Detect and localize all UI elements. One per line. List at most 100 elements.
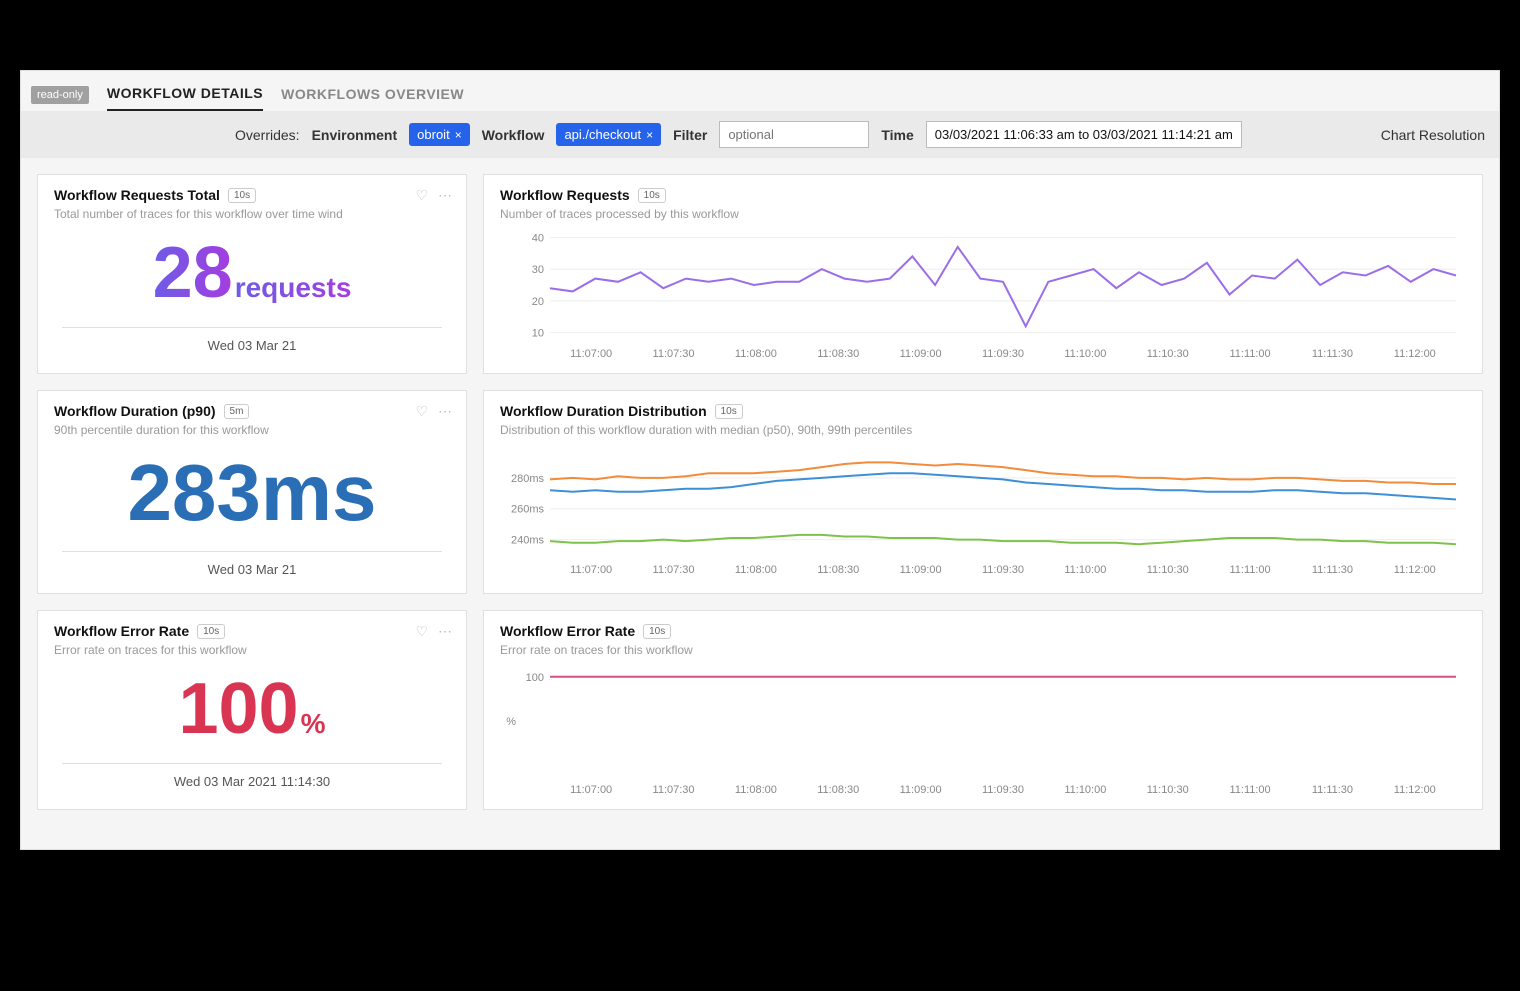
svg-text:11:10:30: 11:10:30: [1147, 348, 1189, 360]
svg-text:11:08:30: 11:08:30: [817, 784, 859, 796]
svg-text:40: 40: [532, 232, 544, 244]
svg-text:100: 100: [526, 672, 544, 684]
overrides-label: Overrides:: [235, 127, 300, 143]
svg-text:10: 10: [532, 328, 544, 340]
card-requests-total: Workflow Requests Total 10s ♡ ⋯ Total nu…: [37, 174, 467, 374]
svg-text:11:07:30: 11:07:30: [653, 348, 695, 360]
svg-text:11:10:00: 11:10:00: [1064, 348, 1106, 360]
svg-text:11:11:00: 11:11:00: [1229, 784, 1270, 796]
svg-text:11:12:00: 11:12:00: [1394, 348, 1436, 360]
env-pill-text: obroit: [417, 127, 450, 142]
svg-text:11:08:00: 11:08:00: [735, 564, 777, 576]
svg-text:11:08:30: 11:08:30: [817, 564, 859, 576]
svg-text:11:10:30: 11:10:30: [1147, 564, 1189, 576]
more-icon[interactable]: ⋯: [438, 623, 452, 640]
time-range[interactable]: 03/03/2021 11:06:33 am to 03/03/2021 11:…: [926, 121, 1242, 148]
stat-unit: ms: [261, 448, 377, 537]
interval-badge: 10s: [643, 624, 671, 639]
svg-text:11:08:30: 11:08:30: [817, 348, 859, 360]
card-error-chart: Workflow Error Rate 10s Error rate on tr…: [483, 610, 1483, 810]
card-subtitle: Distribution of this workflow duration w…: [500, 423, 1466, 437]
card-requests-chart: Workflow Requests 10s Number of traces p…: [483, 174, 1483, 374]
svg-text:11:11:30: 11:11:30: [1312, 348, 1353, 360]
close-icon[interactable]: ×: [455, 128, 462, 142]
tab-workflow-details[interactable]: WORKFLOW DETAILS: [107, 79, 263, 111]
card-error-rate: Workflow Error Rate 10s ♡ ⋯ Error rate o…: [37, 610, 467, 810]
card-subtitle: 90th percentile duration for this workfl…: [54, 423, 450, 437]
card-subtitle: Total number of traces for this workflow…: [54, 207, 450, 221]
bell-icon[interactable]: ♡: [415, 403, 428, 420]
chart-resolution-label[interactable]: Chart Resolution: [1381, 127, 1485, 143]
bell-icon[interactable]: ♡: [415, 187, 428, 204]
svg-text:11:09:30: 11:09:30: [982, 564, 1024, 576]
card-title: Workflow Duration (p90): [54, 403, 216, 419]
svg-text:11:10:30: 11:10:30: [1147, 784, 1189, 796]
env-pill[interactable]: obroit ×: [409, 123, 470, 146]
filter-label: Filter: [673, 127, 707, 143]
card-duration-chart: Workflow Duration Distribution 10s Distr…: [483, 390, 1483, 594]
card-title: Workflow Requests: [500, 187, 630, 203]
stat-value: 100: [178, 669, 298, 749]
svg-text:11:09:00: 11:09:00: [900, 348, 942, 360]
stat-unit: requests: [235, 272, 352, 303]
workflow-label: Workflow: [482, 127, 545, 143]
readonly-badge: read-only: [31, 86, 89, 104]
card-subtitle: Number of traces processed by this workf…: [500, 207, 1466, 221]
svg-text:11:10:00: 11:10:00: [1064, 564, 1106, 576]
bell-icon[interactable]: ♡: [415, 623, 428, 640]
close-icon[interactable]: ×: [646, 128, 653, 142]
svg-text:11:07:00: 11:07:00: [570, 348, 612, 360]
stat-value: 283: [127, 448, 260, 537]
interval-badge: 10s: [197, 624, 225, 639]
app-frame: read-only WORKFLOW DETAILS WORKFLOWS OVE…: [20, 70, 1500, 850]
interval-badge: 10s: [638, 188, 666, 203]
svg-text:11:09:30: 11:09:30: [982, 784, 1024, 796]
error-chart: 100% 11:07:00 11:07:30 11:08:00 11:08:30 11:0…: [500, 657, 1466, 797]
requests-chart: 1020304011:07:0011:07:3011:08:0011:08:30…: [500, 221, 1466, 361]
svg-text:11:08:00: 11:08:00: [735, 348, 777, 360]
tab-workflows-overview[interactable]: WORKFLOWS OVERVIEW: [281, 80, 464, 110]
svg-text:11:11:30: 11:11:30: [1312, 564, 1353, 576]
card-title: Workflow Error Rate: [54, 623, 189, 639]
stat-footer: Wed 03 Mar 21: [54, 552, 450, 581]
svg-text:11:11:00: 11:11:00: [1229, 564, 1270, 576]
svg-text:11:07:00: 11:07:00: [570, 784, 612, 796]
svg-text:11:11:30: 11:11:30: [1312, 784, 1353, 796]
env-label: Environment: [312, 127, 398, 143]
svg-text:11:11:00: 11:11:00: [1229, 348, 1270, 360]
svg-text:11:08:00: 11:08:00: [735, 784, 777, 796]
svg-text:%: %: [506, 716, 516, 728]
duration-chart: 240ms260ms280ms11:07:0011:07:3011:08:001…: [500, 437, 1466, 577]
svg-text:11:09:30: 11:09:30: [982, 348, 1024, 360]
svg-text:11:09:00: 11:09:00: [900, 784, 942, 796]
more-icon[interactable]: ⋯: [438, 187, 452, 204]
card-title: Workflow Error Rate: [500, 623, 635, 639]
card-subtitle: Error rate on traces for this workflow: [500, 643, 1466, 657]
card-title: Workflow Duration Distribution: [500, 403, 707, 419]
overrides-bar: Overrides: Environment obroit × Workflow…: [21, 111, 1499, 158]
svg-text:11:09:00: 11:09:00: [900, 564, 942, 576]
filter-input[interactable]: [719, 121, 869, 148]
workflow-pill[interactable]: api./checkout ×: [556, 123, 661, 146]
time-label: Time: [881, 127, 913, 143]
svg-text:11:10:00: 11:10:00: [1064, 784, 1106, 796]
card-subtitle: Error rate on traces for this workflow: [54, 643, 450, 657]
svg-text:20: 20: [532, 296, 544, 308]
svg-text:11:07:30: 11:07:30: [653, 784, 695, 796]
dashboard-grid: Workflow Requests Total 10s ♡ ⋯ Total nu…: [21, 158, 1499, 826]
stat-unit: %: [301, 708, 326, 739]
card-duration-p90: Workflow Duration (p90) 5m ♡ ⋯ 90th perc…: [37, 390, 467, 594]
interval-badge: 5m: [224, 404, 250, 419]
card-title: Workflow Requests Total: [54, 187, 220, 203]
workflow-pill-text: api./checkout: [564, 127, 641, 142]
svg-text:240ms: 240ms: [511, 535, 545, 547]
topbar: read-only WORKFLOW DETAILS WORKFLOWS OVE…: [21, 71, 1499, 111]
svg-text:260ms: 260ms: [511, 504, 545, 516]
stat-footer: Wed 03 Mar 21: [54, 328, 450, 357]
interval-badge: 10s: [228, 188, 256, 203]
more-icon[interactable]: ⋯: [438, 403, 452, 420]
svg-text:11:07:30: 11:07:30: [653, 564, 695, 576]
svg-text:11:12:00: 11:12:00: [1394, 784, 1436, 796]
stat-value: 28: [153, 233, 233, 313]
svg-text:11:07:00: 11:07:00: [570, 564, 612, 576]
